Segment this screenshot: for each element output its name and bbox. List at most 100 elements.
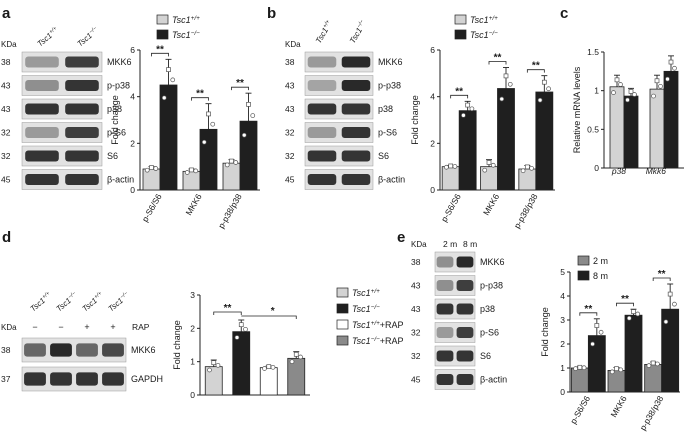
blot-band (307, 56, 337, 68)
legend-swatch (156, 14, 169, 25)
x-tick-label: MKK6 (481, 192, 501, 217)
blot-row-label: S6 (378, 151, 389, 161)
kda-marker: 32 (411, 351, 421, 361)
data-point (626, 315, 632, 321)
kda-header: KDa (1, 323, 17, 332)
data-point (618, 367, 624, 373)
data-point (262, 366, 267, 371)
blot-row-label: S6 (480, 351, 491, 361)
blot-row-label: p38 (107, 104, 122, 114)
y-tick-label: 1 (190, 357, 195, 367)
data-point (149, 165, 154, 170)
data-point (614, 77, 620, 83)
blot-band (307, 127, 337, 138)
data-point (537, 97, 543, 103)
significance-marker: ** (455, 86, 463, 97)
legend-swatch (336, 335, 349, 346)
blot-row-label: S6 (107, 151, 118, 161)
kda-marker: 43 (285, 81, 295, 91)
blot-band (25, 56, 59, 68)
rap-sign: − (32, 322, 37, 332)
y-axis-label: Fold change (110, 95, 120, 145)
y-tick-label: 4 (130, 92, 135, 102)
legend-panel-b: Tsc1+/+ Tsc1−/− (454, 15, 498, 40)
bar (649, 88, 665, 169)
blot-row-label: MKK6 (480, 257, 505, 267)
data-point (210, 121, 216, 127)
x-tick-label: p-S6/S6 (568, 394, 592, 426)
lane-label: Tsc1−/− (107, 290, 132, 313)
y-tick-label: 6 (430, 45, 435, 55)
kda-marker: 45 (411, 375, 421, 385)
significance-marker: ** (621, 294, 629, 305)
data-point (655, 361, 660, 367)
blot-band (102, 343, 124, 357)
kda-marker: 32 (285, 128, 295, 138)
legend-label: Tsc1+/+ (352, 288, 380, 299)
data-point (663, 319, 669, 325)
rap-label: RAP (132, 322, 150, 332)
significance-bracket (579, 312, 598, 316)
data-point (651, 93, 656, 99)
x-tick-label: p-p38/p38 (216, 192, 244, 230)
data-point (507, 81, 513, 87)
y-axis-label: Fold change (172, 320, 182, 370)
blot-band (341, 174, 371, 185)
kda-marker: 38 (1, 345, 11, 355)
blot-band (25, 150, 59, 162)
legend-label: Tsc1−/−+RAP (352, 336, 404, 347)
legend-label: 8 m (593, 271, 608, 281)
blot-row-label: p38 (480, 304, 495, 314)
blot-row-label: p-p38 (480, 281, 503, 291)
data-point (201, 139, 207, 145)
data-point (246, 102, 251, 107)
data-point (243, 326, 248, 332)
blot-band (65, 56, 99, 68)
data-point (573, 366, 578, 371)
data-point (215, 362, 221, 368)
y-tick-label: 2 (560, 339, 565, 349)
data-point (233, 160, 239, 165)
x-tick-label: MKK6 (183, 192, 203, 217)
bar (222, 162, 241, 191)
bar (623, 95, 639, 169)
kda-marker: 38 (1, 57, 11, 67)
legend-swatch (336, 319, 349, 330)
blot-band (307, 174, 337, 185)
bar (259, 367, 278, 396)
y-tick-label: 4 (560, 291, 565, 301)
data-point (658, 83, 663, 89)
blot-band (436, 280, 454, 291)
data-point (144, 167, 150, 173)
blot-row-label: p-S6 (480, 328, 499, 338)
blot-band (307, 80, 337, 91)
blot-band (341, 56, 371, 68)
blot-band (50, 372, 72, 386)
data-point (646, 363, 652, 368)
data-point (469, 106, 475, 112)
x-tick-label: MKK6 (608, 394, 628, 419)
legend-swatch (577, 270, 590, 281)
data-point (590, 341, 595, 347)
data-point (672, 301, 677, 307)
y-tick-label: 0 (430, 185, 435, 195)
y-tick-label: 3 (560, 315, 565, 325)
significance-bracket (191, 97, 209, 101)
blot-band (25, 127, 59, 138)
lane-label: Tsc1−/− (76, 25, 101, 48)
data-point (598, 329, 604, 335)
blot-band (76, 343, 98, 357)
kda-marker: 45 (285, 175, 295, 185)
blot-band (25, 80, 59, 91)
kda-marker: 32 (1, 151, 11, 161)
data-point (452, 164, 458, 169)
data-point (211, 360, 217, 366)
data-point (206, 111, 211, 117)
blot-row-label: MKK6 (378, 57, 403, 67)
kda-marker: 38 (411, 257, 421, 267)
chart-panel-c: 0 0.5 1 1.5 Relative mRNA levels p38 Mkk6 (572, 47, 684, 176)
legend-swatch (336, 287, 349, 298)
data-point (631, 309, 636, 314)
